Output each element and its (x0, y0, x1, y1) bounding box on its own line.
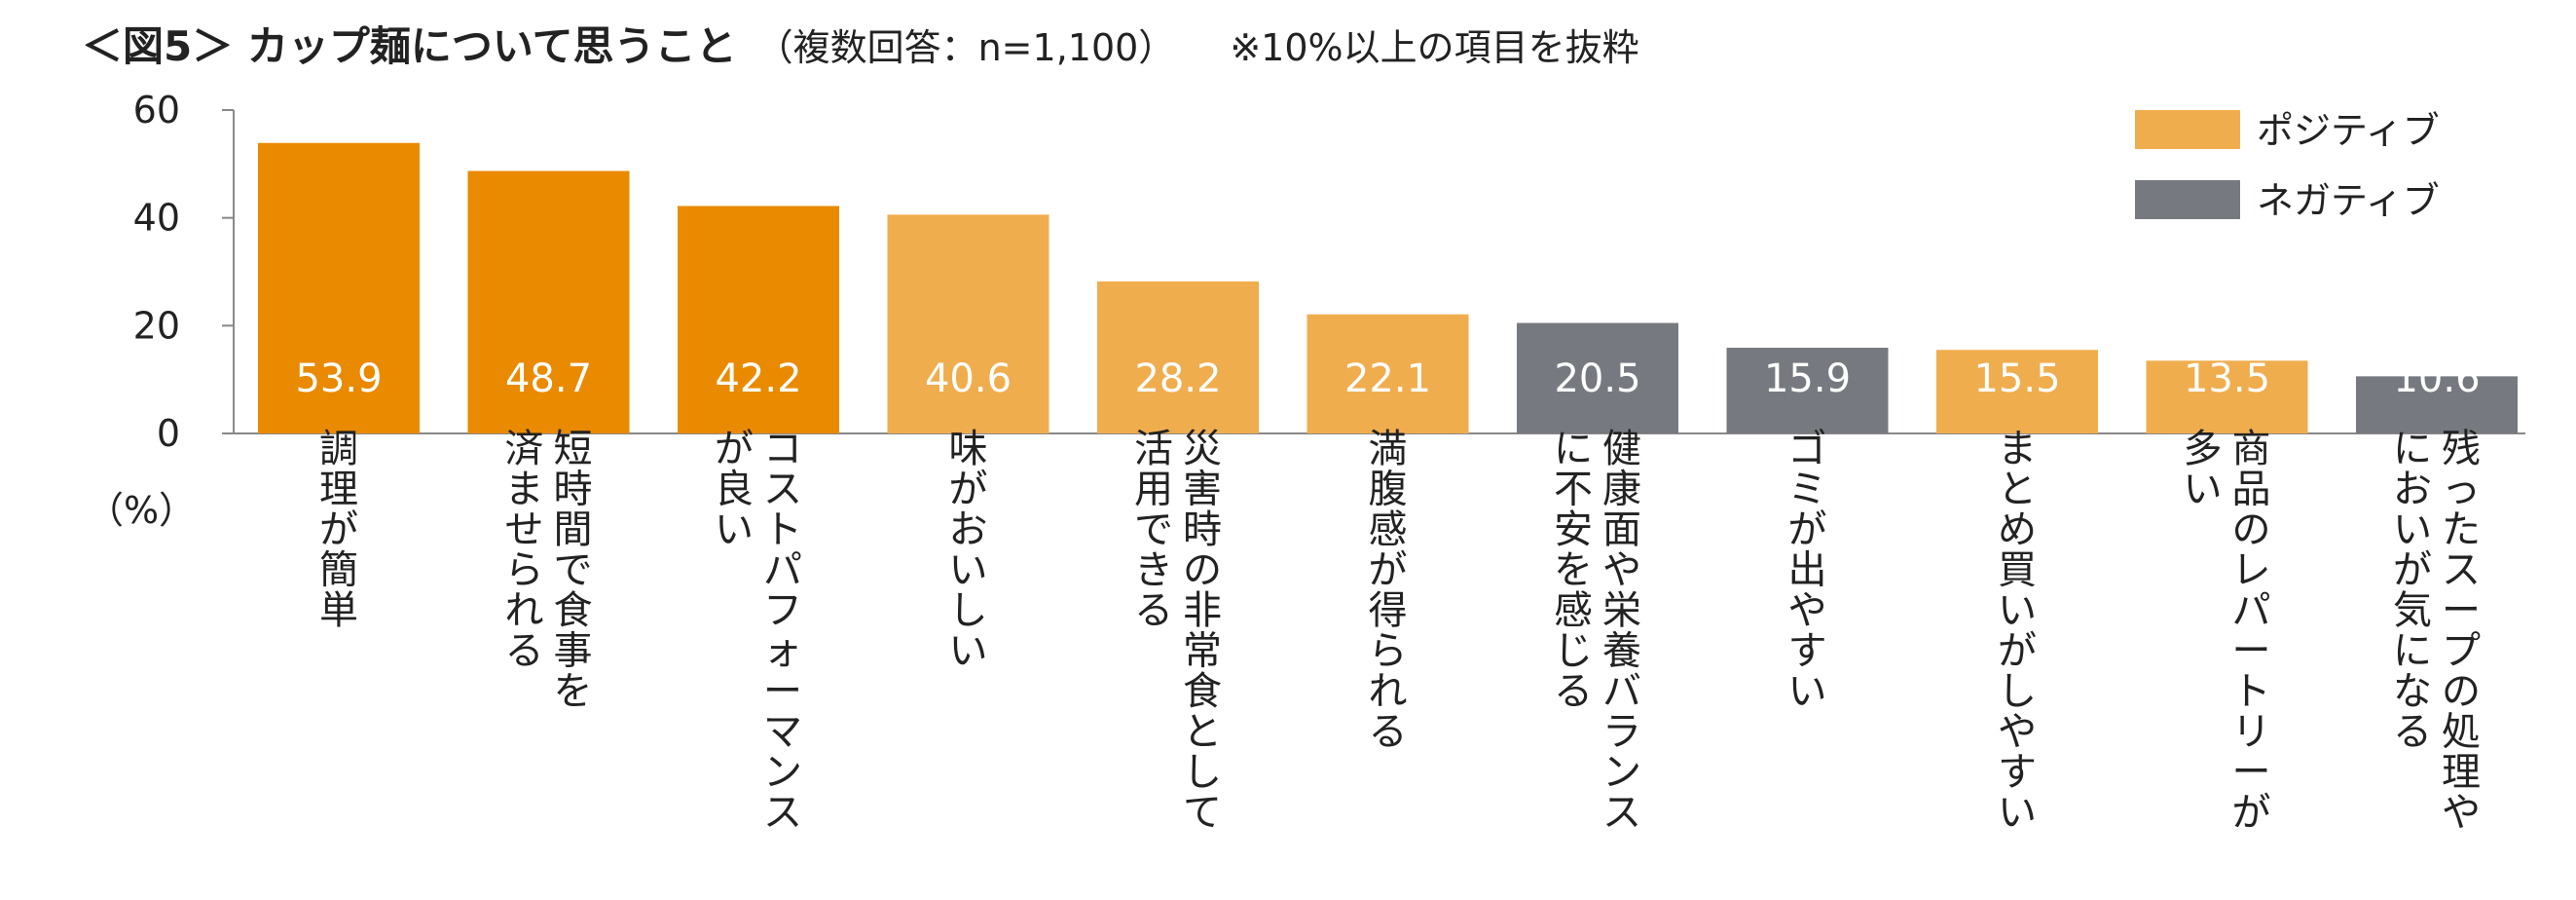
bar (2356, 376, 2518, 433)
category-label: 健康面や栄養バランス (1602, 427, 1641, 836)
bar (678, 206, 839, 433)
category-label: コストパフォーマンス (763, 427, 802, 836)
bar (467, 170, 630, 433)
bars: 53.9 48.7 42.2 40.6 28.2 22.1 20.5 15.9 15.5 13.5… (258, 142, 2518, 433)
category-label: 活用できる (1134, 427, 1173, 633)
y-tick-label: 20 (133, 304, 180, 347)
chart-subtitle: （複数回答：n=1,100） (755, 26, 1176, 69)
data-label: 15.5 (1973, 356, 2060, 401)
category-label: 調理が簡単 (319, 427, 358, 633)
bar (1936, 350, 2098, 433)
category-label: 満腹感が得られる (1369, 427, 1408, 755)
legend-swatch (2135, 110, 2240, 149)
data-label: 20.5 (1554, 356, 1640, 401)
data-label: 15.9 (1764, 356, 1851, 401)
category-label: においが気になる (2393, 427, 2432, 755)
category-label: 残ったスープの処理や (2442, 427, 2481, 836)
category-label: 味がおいしい (949, 427, 988, 674)
bar (887, 214, 1049, 433)
legend-label: ネガティブ (2257, 179, 2440, 222)
bar (1306, 314, 1469, 433)
category-label: 災害時の非常食として (1183, 427, 1222, 836)
legend-label: ポジティブ (2257, 109, 2440, 152)
category-label: 済ませられる (505, 427, 544, 674)
chart-header: ＜図5＞ カップ麺について思うこと （複数回答：n=1,100） ※10%以上の… (82, 14, 1639, 84)
bar (1517, 322, 1678, 433)
category-label: に不安を感じる (1554, 427, 1593, 714)
data-label: 48.7 (505, 356, 592, 401)
category-label: 多い (2184, 427, 2223, 512)
category-label: が良い (715, 427, 754, 552)
bar (2146, 360, 2308, 433)
category-label: ゴミが出やすい (1788, 427, 1827, 714)
category-label: 短時間で食事を (554, 427, 593, 714)
y-tick-label: 0 (157, 412, 180, 455)
category-label: 商品のレパートリーが (2232, 427, 2271, 836)
chart-note: ※10%以上の項目を抜粋 (1230, 26, 1639, 69)
data-label: 13.5 (2184, 356, 2270, 401)
data-label: 10.6 (2393, 356, 2480, 401)
y-tick-label: 60 (133, 89, 180, 131)
data-label: 42.2 (715, 356, 801, 401)
category-label: まとめ買いがしやすい (1998, 427, 2037, 836)
data-label: 53.9 (295, 356, 382, 401)
legend-swatch (2135, 180, 2240, 219)
data-label: 40.6 (925, 356, 1012, 401)
y-tick-label: 40 (133, 197, 180, 240)
bar (1097, 281, 1259, 433)
y-axis: 0 20 40 60 （%） (87, 89, 2525, 532)
bar (1726, 348, 1889, 433)
unit-label: （%） (87, 489, 196, 532)
data-label: 28.2 (1134, 356, 1221, 401)
bar (258, 142, 420, 433)
chart-title: ＜図5＞ カップ麺について思うこと (82, 22, 737, 70)
data-label: 22.1 (1344, 356, 1431, 401)
